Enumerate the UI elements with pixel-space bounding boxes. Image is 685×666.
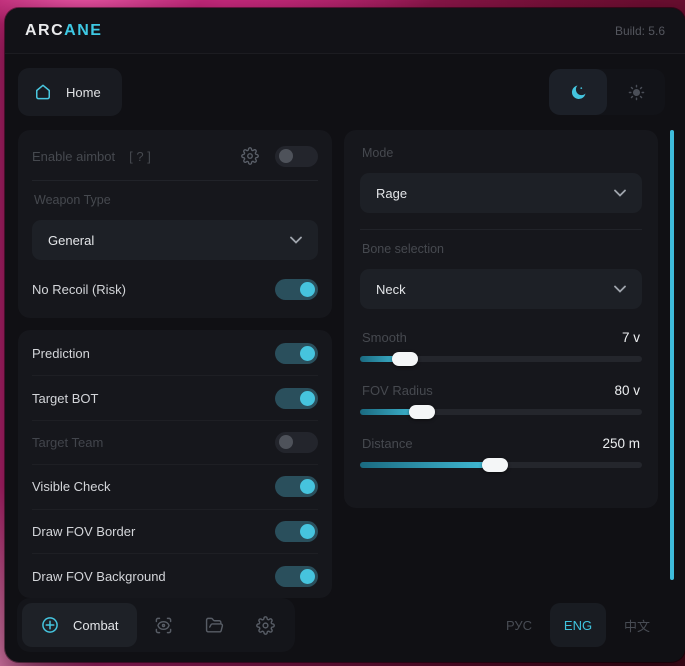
bone-selection-select[interactable]: Neck (360, 269, 642, 309)
distance-label: Distance (362, 436, 413, 451)
bottom-tab-bar: Combat (17, 598, 295, 652)
toggle-label: Target Team (32, 434, 104, 450)
logo-text-accent: ANE (64, 21, 103, 39)
combat-label: Combat (73, 617, 119, 633)
language-zh-button[interactable]: 中文 (609, 603, 665, 647)
toggle-row-target-bot: Target BOT (32, 376, 318, 420)
moon-icon (569, 83, 588, 102)
toggle-row-draw-fov-background: Draw FOV Background (32, 554, 318, 598)
smooth-slider-knob[interactable] (392, 352, 419, 366)
visible-check-toggle[interactable] (275, 476, 318, 498)
targeting-card: Mode Rage Bone selection Neck (344, 130, 658, 508)
combat-crosshair-icon (40, 615, 60, 635)
home-icon (33, 82, 53, 102)
toggle-label: Visible Check (32, 479, 111, 495)
prediction-toggle[interactable] (275, 343, 318, 365)
aimbot-settings-icon[interactable] (241, 147, 259, 165)
title-bar: ARCANE Build: 5.6 (5, 8, 685, 54)
scan-eye-icon (154, 616, 173, 635)
tab-visuals[interactable] (140, 603, 188, 647)
bone-selection-value: Neck (376, 281, 406, 297)
theme-toggle-group (549, 69, 665, 115)
language-eng-button[interactable]: ENG (550, 603, 606, 647)
mode-value: Rage (376, 185, 408, 201)
weapon-type-label: Weapon Type (34, 193, 111, 207)
home-tab[interactable]: Home (18, 68, 122, 116)
tab-combat[interactable]: Combat (22, 603, 137, 647)
tab-settings[interactable] (242, 603, 290, 647)
chevron-down-icon (290, 236, 302, 244)
language-switcher: РУС ENG 中文 (491, 603, 665, 647)
draw-fov-border-toggle[interactable] (275, 520, 318, 542)
toggle-label: Draw FOV Border (32, 523, 136, 539)
left-column: Enable aimbot [ ? ] Weapon Type General (18, 130, 332, 598)
main-content: Enable aimbot [ ? ] Weapon Type General (5, 120, 685, 598)
distance-value: 250 m (602, 436, 640, 451)
folder-open-icon (205, 616, 224, 635)
build-label: Build: 5.6 (614, 23, 665, 38)
chevron-down-icon (614, 285, 626, 293)
enable-aimbot-label: Enable aimbot (32, 148, 116, 164)
enable-aimbot-toggle[interactable] (275, 145, 318, 167)
right-column: Mode Rage Bone selection Neck (344, 130, 658, 598)
toggle-row-draw-fov-border: Draw FOV Border (32, 510, 318, 554)
smooth-slider[interactable] (360, 352, 642, 366)
scrollbar-thumb[interactable] (670, 130, 674, 580)
mode-label: Mode (362, 146, 394, 160)
app-logo: ARCANE (25, 22, 102, 40)
toggle-label: Target BOT (32, 390, 99, 406)
fov-radius-label: FOV Radius (362, 383, 433, 398)
enable-aimbot-help[interactable]: [ ? ] (129, 148, 151, 164)
smooth-label: Smooth (362, 330, 407, 345)
app-window: ARCANE Build: 5.6 Home (5, 8, 685, 662)
distance-slider-knob[interactable] (482, 458, 509, 472)
divider (32, 180, 318, 181)
target-bot-toggle[interactable] (275, 387, 318, 409)
smooth-slider-group: Smooth 7 v (360, 330, 642, 366)
gear-icon (256, 615, 275, 635)
toggle-row-prediction: Prediction (32, 332, 318, 376)
light-mode-button[interactable] (607, 69, 665, 115)
toggle-label: Prediction (32, 346, 90, 362)
fov-radius-slider-knob[interactable] (409, 405, 436, 419)
home-label: Home (66, 84, 101, 100)
weapon-type-select[interactable]: General (32, 220, 318, 260)
dark-mode-button[interactable] (549, 69, 607, 115)
logo-text-primary: ARC (25, 21, 65, 39)
language-rus-button[interactable]: РУС (491, 603, 547, 647)
fov-radius-slider[interactable] (360, 405, 642, 419)
fov-radius-slider-group: FOV Radius 80 v (360, 383, 642, 419)
chevron-down-icon (614, 189, 626, 197)
toggle-label: Draw FOV Background (32, 568, 166, 584)
mode-select[interactable]: Rage (360, 173, 642, 213)
aimbot-options-card: Prediction Target BOT Target Team Visibl… (18, 330, 332, 598)
no-recoil-label: No Recoil (Risk) (32, 281, 126, 297)
draw-fov-background-toggle[interactable] (275, 565, 318, 587)
smooth-value: 7 v (621, 330, 640, 345)
distance-slider[interactable] (360, 458, 642, 472)
divider (360, 229, 642, 230)
tab-configs[interactable] (191, 603, 239, 647)
nav-row: Home (5, 54, 685, 120)
no-recoil-toggle[interactable] (275, 278, 318, 300)
fov-radius-value: 80 v (614, 383, 640, 398)
weapon-type-value: General (48, 232, 95, 248)
sun-icon (628, 84, 645, 101)
target-team-toggle[interactable] (275, 431, 318, 453)
aimbot-card: Enable aimbot [ ? ] Weapon Type General (18, 130, 332, 318)
bone-selection-label: Bone selection (362, 242, 445, 256)
toggle-row-visible-check: Visible Check (32, 465, 318, 509)
enable-aimbot-row: Enable aimbot [ ? ] (32, 134, 318, 178)
bottom-bar: Combat РУС ENG 中文 (5, 598, 685, 662)
no-recoil-row: No Recoil (Risk) (32, 260, 318, 318)
distance-slider-group: Distance 250 m (360, 436, 642, 472)
toggle-row-target-team: Target Team (32, 421, 318, 465)
